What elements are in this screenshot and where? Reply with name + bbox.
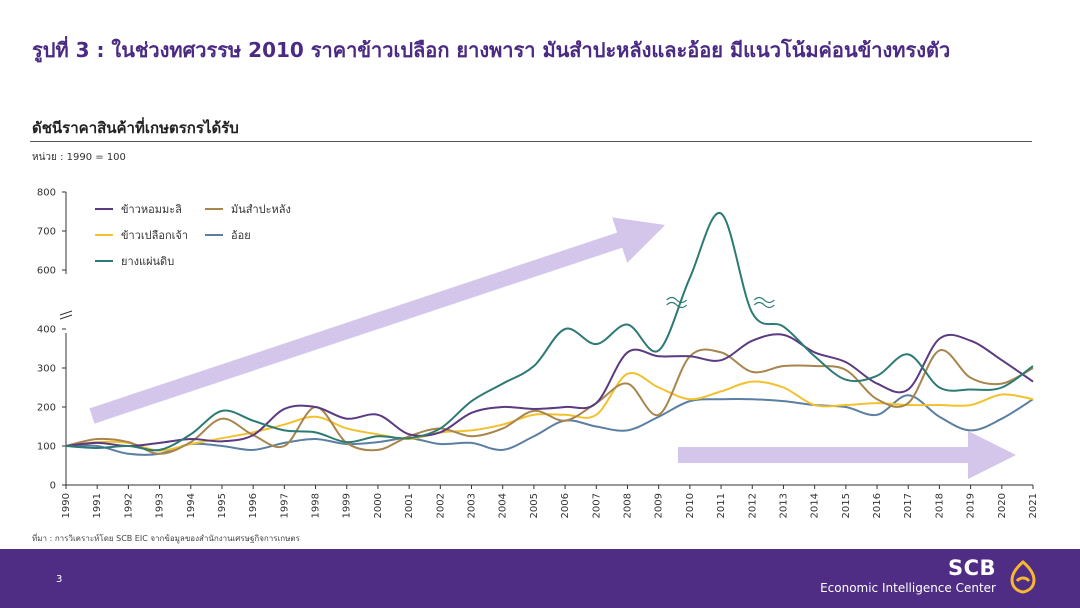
series-line-4	[65, 212, 1034, 452]
legend-label: ข้าวหอมมะลิ	[121, 203, 182, 216]
source-note: ที่มา : การวิเคราะห์โดย SCB EIC จากข้อมู…	[32, 534, 300, 543]
x-tick-label: 2010	[685, 493, 696, 518]
y-tick-label: 300	[37, 364, 56, 375]
x-tick-label: 2021	[1028, 493, 1039, 518]
series-line-1	[65, 348, 1034, 455]
x-tick-label: 2013	[778, 493, 789, 518]
chart-legend: ข้าวหอมมะลิ มันสำปะหลังข้าวเปลือกเจ้า อ้อย…	[95, 203, 291, 268]
x-tick-label: 2005	[529, 493, 540, 518]
y-axis-break-mark	[59, 310, 73, 320]
x-tick-label: 1992	[123, 493, 134, 518]
legend-label: ยางแผ่นดิบ	[121, 255, 174, 268]
series-line-2	[65, 371, 1034, 452]
chart-axes: 0 100 200 300 400 600 700 800 1990 1991 1992 1993 19…	[37, 188, 1039, 519]
scb-shield-logo-icon	[1010, 560, 1036, 594]
x-tick-label: 2015	[841, 493, 852, 518]
x-tick-label: 2016	[872, 493, 883, 518]
x-tick-label: 1991	[92, 493, 103, 518]
x-tick-label: 2008	[622, 493, 633, 518]
subtitle-divider	[30, 141, 1032, 142]
x-tick-label: 2003	[467, 493, 478, 518]
y-tick-label: 200	[37, 403, 56, 414]
footer-bar	[0, 549, 1080, 608]
brand-subtitle: Economic Intelligence Center	[820, 581, 996, 595]
x-tick-label: 2012	[747, 493, 758, 518]
legend-label: ข้าวเปลือกเจ้า	[121, 229, 188, 242]
x-tick-label: 2006	[560, 493, 571, 518]
y-tick-label: 400	[37, 325, 56, 336]
series-break-mark	[753, 296, 775, 309]
legend-label: อ้อย	[231, 229, 251, 242]
y-tick-label: 0	[50, 481, 56, 492]
y-tick-label: 800	[37, 188, 56, 199]
brand-name: SCB	[947, 556, 996, 580]
x-tick-label: 2000	[373, 493, 384, 518]
x-tick-label: 1999	[342, 493, 353, 518]
x-tick-label: 2001	[404, 493, 415, 518]
x-tick-label: 2018	[934, 493, 945, 518]
x-tick-label: 2004	[498, 493, 509, 518]
slide-title: รูปที่ 3 : ในช่วงทศวรรษ 2010 ราคาข้าวเปล…	[32, 38, 951, 62]
x-tick-label: 1996	[248, 493, 259, 518]
page-number: 3	[56, 574, 63, 585]
x-tick-label: 1993	[155, 493, 166, 518]
chart-series	[65, 212, 1034, 456]
x-tick-label: 2011	[716, 493, 727, 518]
y-tick-label: 600	[37, 266, 56, 277]
series-break-mark	[666, 296, 688, 309]
upward-trend-arrow	[89, 217, 666, 424]
x-tick-label: 1995	[217, 493, 228, 518]
series-line-0	[65, 333, 1034, 448]
x-tick-label: 2014	[810, 493, 821, 518]
x-tick-label: 2002	[435, 493, 446, 518]
y-tick-label: 700	[37, 227, 56, 238]
line-chart: 0 100 200 300 400 600 700 800 1990 1991 1992 1993 19…	[37, 188, 1039, 519]
y-tick-label: 100	[37, 442, 56, 453]
x-tick-label: 2007	[591, 493, 602, 518]
brand-block: SCB Economic Intelligence Center	[820, 556, 996, 596]
x-tick-label: 2019	[966, 493, 977, 518]
x-tick-label: 1998	[311, 493, 322, 518]
x-tick-label: 1997	[279, 493, 290, 518]
chart-subtitle: ดัชนีราคาสินค้าที่เกษตรกรได้รับ	[32, 119, 239, 137]
legend-label: มันสำปะหลัง	[231, 203, 291, 216]
unit-label: หน่วย : 1990 = 100	[32, 152, 126, 163]
trend-arrows	[89, 217, 1016, 479]
x-tick-label: 2009	[654, 493, 665, 518]
x-tick-label: 1990	[61, 493, 72, 518]
axis-break-marks	[666, 296, 775, 309]
series-line-3	[65, 394, 1034, 456]
x-tick-label: 1994	[186, 493, 197, 518]
x-tick-label: 2017	[903, 493, 914, 518]
x-tick-label: 2020	[997, 493, 1008, 518]
